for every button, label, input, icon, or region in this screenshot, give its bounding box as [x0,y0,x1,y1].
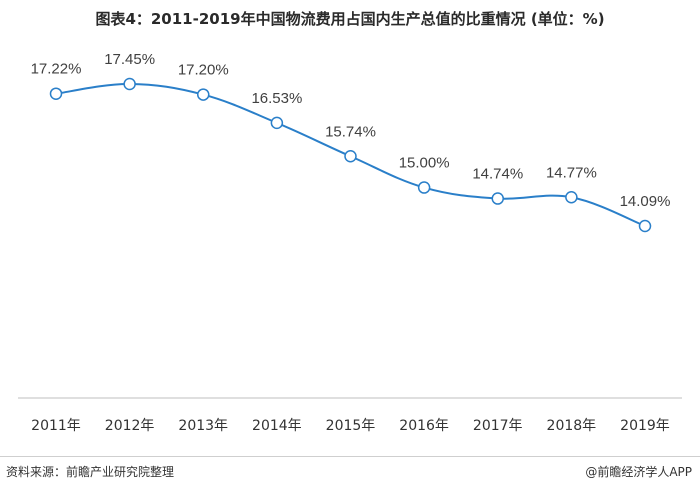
data-markers [49,77,652,233]
x-tick-label-2: 2012年 [105,418,155,434]
line-chart: 17.22% 17.45% 17.20% 16.53% 15.74% 15.00% 14.7… [18,51,682,434]
data-point-8 [565,191,578,204]
source-note: 资料来源：前瞻产业研究院整理 [6,465,175,479]
data-point-3 [197,88,210,101]
x-tick-label-4: 2014年 [252,418,302,434]
data-label-2: 17.45% [104,51,155,68]
data-point-5 [344,150,357,163]
x-tick-label-1: 2011年 [31,418,81,434]
data-label-7: 14.74% [472,166,523,183]
data-label-1: 17.22% [31,61,82,78]
x-tick-label-8: 2018年 [547,418,597,434]
data-point-9 [638,219,652,233]
data-label-4: 16.53% [251,90,302,107]
data-label-6: 15.00% [399,155,450,172]
data-label-3: 17.20% [178,62,229,79]
credit-note: @前瞻经济学人APP [585,465,692,479]
data-label-5: 15.74% [325,123,376,140]
chart-title: 图表4：2011-2019年中国物流费用占国内生产总值的比重情况 (单位：%) [95,10,605,28]
data-point-2 [123,77,136,91]
x-tick-label-7: 2017年 [473,418,523,434]
data-point-4 [270,116,284,130]
x-tick-label-3: 2013年 [178,418,228,434]
data-labels: 17.22% 17.45% 17.20% 16.53% 15.74% 15.00% 14.7… [31,51,671,210]
x-tick-label-5: 2015年 [326,418,376,434]
data-point-6 [417,181,431,194]
x-tick-label-6: 2016年 [399,418,449,434]
data-label-9: 14.09% [620,193,671,210]
x-tick-label-9: 2019年 [620,418,670,434]
data-point-1 [49,87,63,100]
x-axis-ticks: 2011年 2012年 2013年 2014年 2015年 2016年 2017年 2018年… [31,418,670,434]
data-point-7 [491,192,504,205]
footer-divider [0,456,700,457]
data-label-8: 14.77% [546,164,597,181]
